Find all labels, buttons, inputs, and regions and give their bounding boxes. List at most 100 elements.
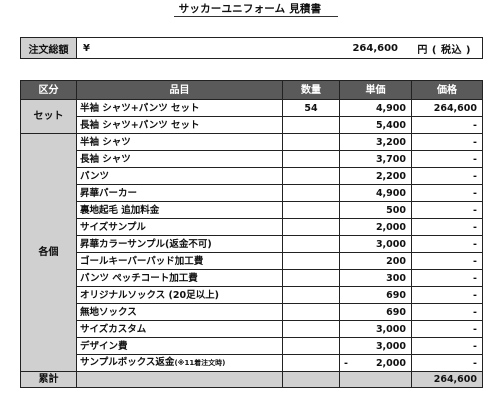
price-cell: - xyxy=(411,235,483,253)
table-header-row: 区分 品目 数量 単価 価格 xyxy=(20,80,483,100)
quantity-cell xyxy=(282,235,340,253)
price-cell: - xyxy=(411,184,483,202)
unit-price-cell: 690 xyxy=(339,303,412,321)
item-cell: デザイン費 xyxy=(76,337,283,355)
header-quantity: 数量 xyxy=(282,80,340,100)
table-row: 長袖 シャツ 3,700- xyxy=(21,150,483,168)
price-cell: - xyxy=(411,337,483,355)
table-row: ゴールキーパーパッド加工費 200- xyxy=(21,252,483,270)
price-cell: - xyxy=(411,286,483,304)
item-cell: オリジナルソックス (20足以上) xyxy=(76,286,283,304)
table-row: パンツ ペッチコート加工費 300- xyxy=(21,269,483,287)
price-cell: - xyxy=(411,201,483,219)
item-cell: 昇華カラーサンプル(返金不可) xyxy=(76,235,283,253)
order-total-value: ¥ 264,600 円 ( 税込 ) xyxy=(77,38,482,58)
item-cell: サイズサンプル xyxy=(76,218,283,236)
order-total-label: 注文総額 xyxy=(21,38,77,58)
quantity-cell xyxy=(282,337,340,355)
price-cell: - xyxy=(411,116,483,134)
item-cell: 長袖 シャツ xyxy=(76,150,283,168)
price-cell: - xyxy=(411,269,483,287)
item-cell: サンプルボックス返金(※11着注文時) xyxy=(76,354,283,372)
table-row: サンプルボックス返金(※11着注文時) -2,000- xyxy=(21,354,483,372)
footer-empty xyxy=(282,371,340,388)
table-row: サイズサンプル 2,000- xyxy=(21,218,483,236)
footer-empty xyxy=(76,371,283,388)
table-row: 昇華カラーサンプル(返金不可) 3,000- xyxy=(21,235,483,253)
quantity-cell: 54 xyxy=(282,99,340,117)
order-total-amount: 264,600 xyxy=(352,42,398,54)
table-footer-row: 累計 264,600 xyxy=(20,371,483,388)
table-row: オリジナルソックス (20足以上) 690- xyxy=(21,286,483,304)
item-cell: 裏地起毛 追加料金 xyxy=(76,201,283,219)
item-cell: ゴールキーパーパッド加工費 xyxy=(76,252,283,270)
quantity-cell xyxy=(282,201,340,219)
unit-price-cell: 690 xyxy=(339,286,412,304)
price-cell: - xyxy=(411,320,483,338)
unit-price-cell: 3,200 xyxy=(339,133,412,151)
footer-label: 累計 xyxy=(20,371,77,388)
table-row: 無地ソックス 690- xyxy=(21,303,483,321)
price-cell: - xyxy=(411,167,483,185)
header-item: 品目 xyxy=(76,80,283,100)
footer-empty xyxy=(339,371,412,388)
document-title: サッカーユニフォーム 見積書 xyxy=(178,3,322,15)
table-row: 各個 半袖 シャツ 3,200- xyxy=(20,133,483,372)
item-cell: サイズカスタム xyxy=(76,320,283,338)
item-cell: 昇華パーカー xyxy=(76,184,283,202)
quantity-cell xyxy=(282,167,340,185)
quantity-cell xyxy=(282,354,340,372)
quantity-cell xyxy=(282,286,340,304)
unit-price-value: 2,000 xyxy=(375,357,406,369)
title-underline xyxy=(174,16,338,17)
quantity-cell xyxy=(282,218,340,236)
price-cell: 264,600 xyxy=(411,99,483,117)
price-cell: - xyxy=(411,303,483,321)
order-total-box: 注文総額 ¥ 264,600 円 ( 税込 ) xyxy=(20,37,483,59)
footer-total: 264,600 xyxy=(411,371,483,388)
quantity-cell xyxy=(282,252,340,270)
unit-price-cell: 5,400 xyxy=(339,116,412,134)
price-cell: - xyxy=(411,252,483,270)
unit-price-cell: 4,900 xyxy=(339,184,412,202)
quote-table: 区分 品目 数量 単価 価格 セット 半袖 シャツ+パンツ セット 54 4,900 2… xyxy=(20,80,483,388)
unit-price-cell: 2,200 xyxy=(339,167,412,185)
header-category: 区分 xyxy=(20,80,77,100)
unit-price-cell: 3,000 xyxy=(339,320,412,338)
table-row: パンツ 2,200- xyxy=(21,167,483,185)
item-cell: 半袖 シャツ+パンツ セット xyxy=(76,99,283,117)
quantity-cell xyxy=(282,303,340,321)
quantity-cell xyxy=(282,184,340,202)
header-unit-price: 単価 xyxy=(339,80,412,100)
unit-price-cell: 500 xyxy=(339,201,412,219)
price-cell: - xyxy=(411,218,483,236)
price-cell: - xyxy=(411,354,483,372)
quantity-cell xyxy=(282,320,340,338)
unit-price-cell: - 2,000 xyxy=(339,354,412,372)
quantity-cell xyxy=(282,133,340,151)
unit-price-cell: 3,700 xyxy=(339,150,412,168)
unit-price-cell: 200 xyxy=(339,252,412,270)
quantity-cell xyxy=(282,269,340,287)
quantity-cell xyxy=(282,150,340,168)
table-row: 長袖 シャツ+パンツ セット 5,400- xyxy=(21,116,483,134)
item-cell: 長袖 シャツ+パンツ セット xyxy=(76,116,283,134)
price-cell: - xyxy=(411,150,483,168)
order-total-unit: 円 ( 税込 ) xyxy=(417,44,471,56)
table-row: デザイン費 3,000- xyxy=(21,337,483,355)
unit-price-cell: 300 xyxy=(339,269,412,287)
price-cell: - xyxy=(411,133,483,151)
unit-price-cell: 3,000 xyxy=(339,337,412,355)
table-row: 裏地起毛 追加料金 500- xyxy=(21,201,483,219)
table-row: セット 半袖 シャツ+パンツ セット 54 4,900 264,600 xyxy=(20,99,483,134)
item-cell: パンツ ペッチコート加工費 xyxy=(76,269,283,287)
item-cell: パンツ xyxy=(76,167,283,185)
item-cell: 半袖 シャツ xyxy=(76,133,283,151)
quantity-cell xyxy=(282,116,340,134)
currency-symbol: ¥ xyxy=(83,42,90,54)
header-price: 価格 xyxy=(411,80,483,100)
item-note: (※11着注文時) xyxy=(174,359,226,367)
table-row: サイズカスタム 3,000- xyxy=(21,320,483,338)
unit-price-cell: 2,000 xyxy=(339,218,412,236)
unit-price-sign: - xyxy=(344,357,348,369)
